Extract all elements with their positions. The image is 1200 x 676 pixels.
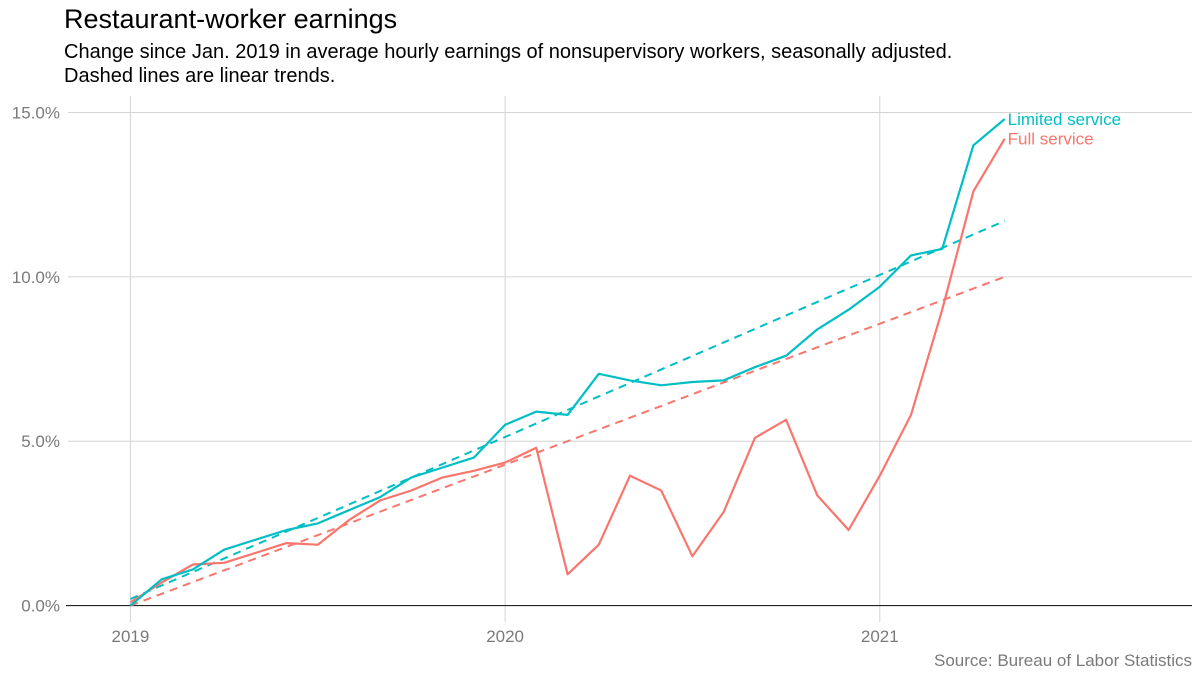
y-tick-label: 10.0%	[12, 268, 60, 287]
y-tick-label: 5.0%	[21, 432, 60, 451]
grid-lines	[68, 96, 1192, 622]
series-label-full-service: Full service	[1008, 130, 1094, 149]
trend-line-full-service	[130, 275, 1006, 607]
x-axis-ticks: 2019 2020 2021	[112, 627, 899, 646]
chart-subtitle: Change since Jan. 2019 in average hourly…	[64, 40, 1174, 88]
series-label-limited-service: Limited service	[1008, 110, 1121, 129]
subtitle-line-2: Dashed lines are linear trends.	[64, 65, 336, 87]
series-lines	[129, 118, 1006, 607]
y-tick-label: 0.0%	[21, 597, 60, 616]
series-line-limited-service	[129, 118, 1006, 607]
trend-line-limited-service	[130, 220, 1006, 600]
x-tick-label: 2021	[861, 627, 899, 646]
y-tick-label: 15.0%	[12, 103, 60, 122]
y-axis-ticks: 0.0% 5.0% 10.0% 15.0%	[12, 103, 60, 615]
series-line-full-service	[129, 138, 1006, 604]
subtitle-line-1: Change since Jan. 2019 in average hourly…	[64, 41, 953, 63]
x-tick-label: 2020	[486, 627, 524, 646]
trend-lines	[130, 220, 1006, 607]
source-note: Source: Bureau of Labor Statistics	[934, 651, 1192, 670]
chart-title: Restaurant-worker earnings	[64, 4, 398, 34]
x-tick-label: 2019	[112, 627, 150, 646]
